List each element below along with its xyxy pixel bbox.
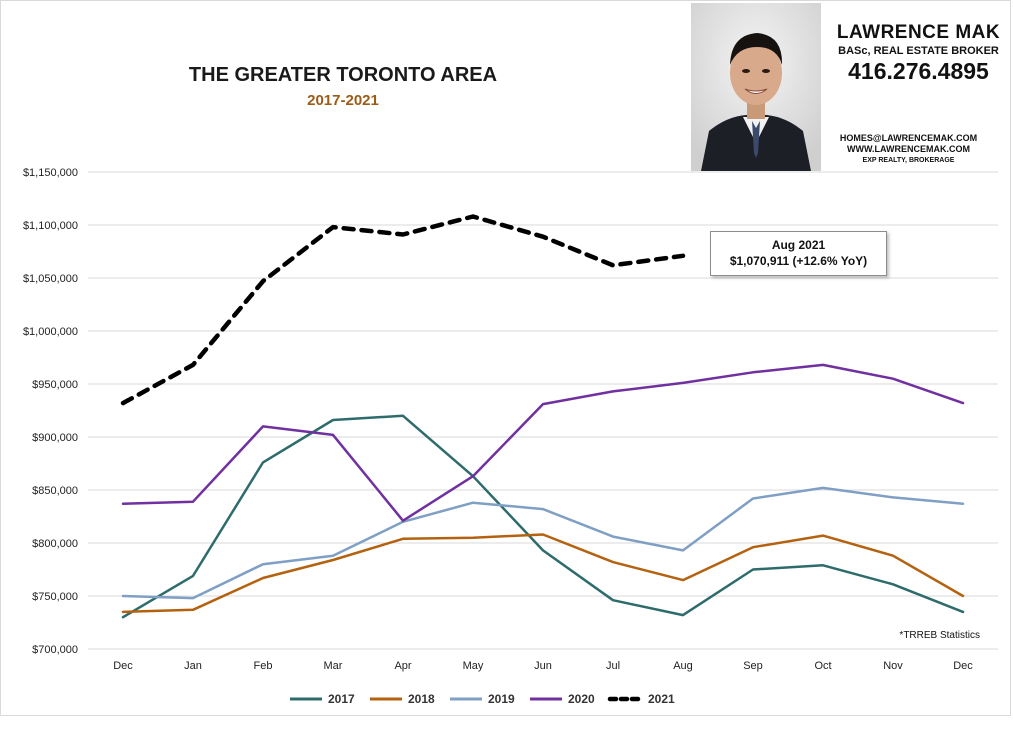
x-tick-label: Apr [394, 660, 411, 672]
agent-phone: 416.276.4895 [848, 58, 989, 84]
aug-2021-callout: Aug 2021 $1,070,911 (+12.6% YoY) [710, 231, 887, 276]
x-tick-label: Dec [113, 660, 133, 672]
x-tick-label: Jun [534, 660, 552, 672]
y-tick-label: $1,150,000 [23, 167, 78, 179]
y-tick-label: $950,000 [32, 379, 78, 391]
agent-role: BASc, REAL ESTATE BROKER [838, 45, 999, 57]
y-tick-label: $700,000 [32, 644, 78, 656]
y-tick-label: $1,050,000 [23, 273, 78, 285]
x-tick-label: Oct [814, 660, 831, 672]
chart-subtitle: 2017-2021 [307, 92, 379, 109]
y-tick-label: $750,000 [32, 591, 78, 603]
agent-name: LAWRENCE MAK [836, 22, 1001, 43]
y-tick-label: $1,100,000 [23, 220, 78, 232]
source-note: *TRREB Statistics [899, 630, 980, 641]
callout-date: Aug 2021 [771, 238, 826, 252]
agent-headshot [691, 3, 821, 171]
series-line-2018 [121, 533, 965, 614]
legend-label-2019: 2019 [488, 692, 515, 706]
agent-email: HOMES@LAWRENCEMAK.COM [839, 133, 978, 143]
legend-label-2017: 2017 [328, 692, 355, 706]
x-tick-label: Sep [743, 660, 763, 672]
chart-frame [0, 0, 1011, 716]
x-tick-label: Jul [606, 660, 620, 672]
legend-label-2021: 2021 [648, 692, 675, 706]
legend-label-2018: 2018 [408, 692, 435, 706]
series-line-2017 [121, 414, 965, 619]
y-tick-label: $1,000,000 [23, 326, 78, 338]
agent-website: WWW.LAWRENCEMAK.COM [847, 144, 970, 154]
callout-value: $1,070,911 (+12.6% YoY) [729, 254, 868, 268]
series-line-2020 [121, 363, 965, 522]
y-tick-label: $850,000 [32, 485, 78, 497]
legend-label-2020: 2020 [568, 692, 595, 706]
x-tick-label: Jan [184, 660, 202, 672]
x-tick-label: Aug [673, 660, 693, 672]
line-chart: $700,000 $750,000 $800,000 $850,000 $900,000… [23, 167, 998, 706]
x-tick-label: Mar [324, 660, 343, 672]
x-tick-label: Feb [254, 660, 273, 672]
x-tick-label: Nov [883, 660, 903, 672]
series-line-2021 [120, 214, 686, 406]
agent-brokerage: EXP REALTY, BROKERAGE [862, 157, 955, 164]
y-tick-label: $900,000 [32, 432, 78, 444]
chart-title: THE GREATER TORONTO AREA [188, 64, 498, 86]
series-line-2019 [121, 486, 965, 600]
x-tick-label: Dec [953, 660, 973, 672]
x-tick-label: May [463, 660, 484, 672]
y-tick-label: $800,000 [32, 538, 78, 550]
